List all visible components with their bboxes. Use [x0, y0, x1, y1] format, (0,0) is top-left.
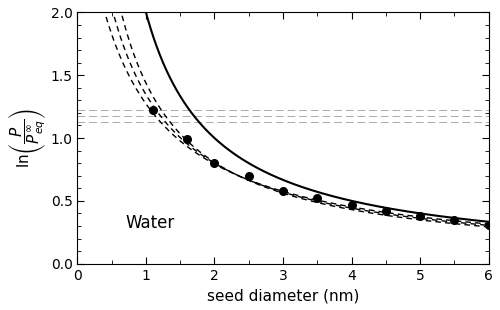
X-axis label: seed diameter (nm): seed diameter (nm) — [207, 288, 359, 303]
Text: Water: Water — [126, 214, 174, 232]
Y-axis label: $\ln\!\left(\dfrac{P}{P_{eq}^{\infty}}\right)$: $\ln\!\left(\dfrac{P}{P_{eq}^{\infty}}\r… — [7, 108, 48, 168]
